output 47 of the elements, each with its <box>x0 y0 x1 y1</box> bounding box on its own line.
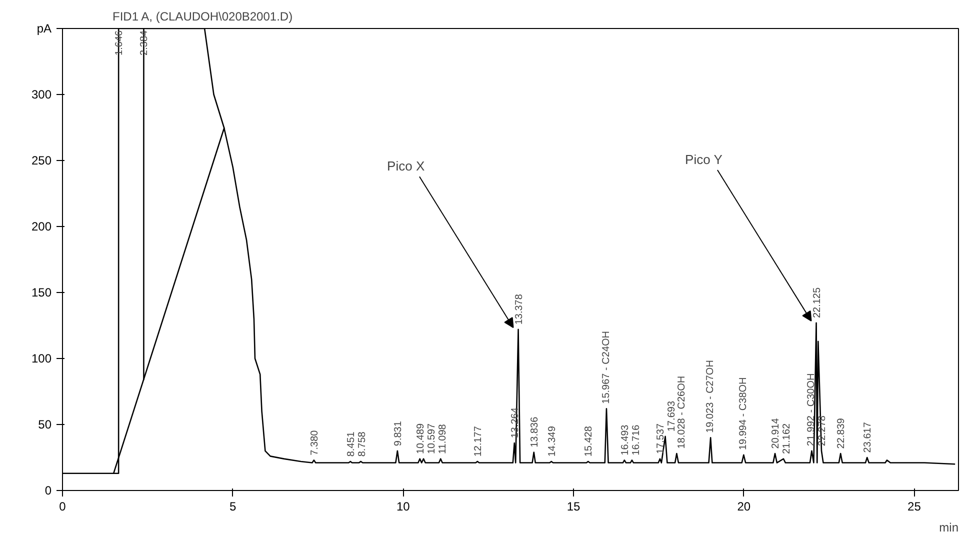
annotation: 12.177 <box>472 426 484 457</box>
y-tick-label: 250 <box>31 154 52 168</box>
annotation: 21.992 - C30OH <box>806 373 818 446</box>
annotation: 22.278 <box>816 415 828 446</box>
annotation: 7.380 <box>309 430 320 456</box>
x-tick-label: 15 <box>566 500 581 514</box>
y-tick-label: 300 <box>31 88 52 102</box>
chart-title: FID1 A, (CLAUDOH\020B2001.D) <box>112 10 293 24</box>
x-tick-label: 25 <box>908 500 922 514</box>
annotation: 9.831 <box>392 420 404 446</box>
annotation: 16.493 <box>620 424 631 456</box>
annotation: 17.693 <box>666 400 678 432</box>
annotation: 14.349 <box>546 426 558 457</box>
annotation: 8.758 <box>356 431 368 457</box>
annotation: 13.836 <box>529 416 540 448</box>
x-tick-label: 10 <box>396 500 410 514</box>
annotation: 15.967 - C24OH <box>600 331 612 404</box>
x-tick-label: 20 <box>737 500 751 514</box>
x-tick-label: 0 <box>59 500 66 514</box>
annotation: 15.428 <box>584 426 595 457</box>
annotation: 10.597 <box>426 422 438 454</box>
annotation: 22.839 <box>836 418 848 449</box>
y-tick-label: 200 <box>31 220 52 234</box>
annotation: 8.451 <box>346 431 357 457</box>
x-tick-label: 5 <box>230 500 237 514</box>
annotation: 16.716 <box>630 424 642 456</box>
annotation: 19.023 - C27OH <box>705 360 716 433</box>
annotation: 21.162 <box>782 422 793 454</box>
annotation: 17.537 <box>655 422 666 454</box>
annotation: Pico X <box>387 158 425 174</box>
x-axis-title: min <box>939 520 959 534</box>
y-tick-label: 100 <box>31 352 52 366</box>
annotation: 11.098 <box>437 424 448 454</box>
y-tick-label: 0 <box>44 484 52 498</box>
annotation: 13.264 <box>510 407 521 438</box>
annotation: 10.489 <box>415 422 426 454</box>
annotation: 13.378 <box>514 294 525 325</box>
y-tick-label: 150 <box>31 286 52 300</box>
annotation: 19.994 - C38OH <box>738 377 750 450</box>
y-tick-label: 50 <box>38 418 52 432</box>
annotation: 23.617 <box>862 422 874 453</box>
annotation: 18.028 - C26OH <box>676 376 688 449</box>
y-tick-label: pA <box>36 22 52 36</box>
annotation: 20.914 <box>770 418 782 449</box>
annotation: 22.125 <box>812 287 823 318</box>
annotation: 1.646 <box>114 30 126 56</box>
annotation: Pico Y <box>685 152 723 168</box>
